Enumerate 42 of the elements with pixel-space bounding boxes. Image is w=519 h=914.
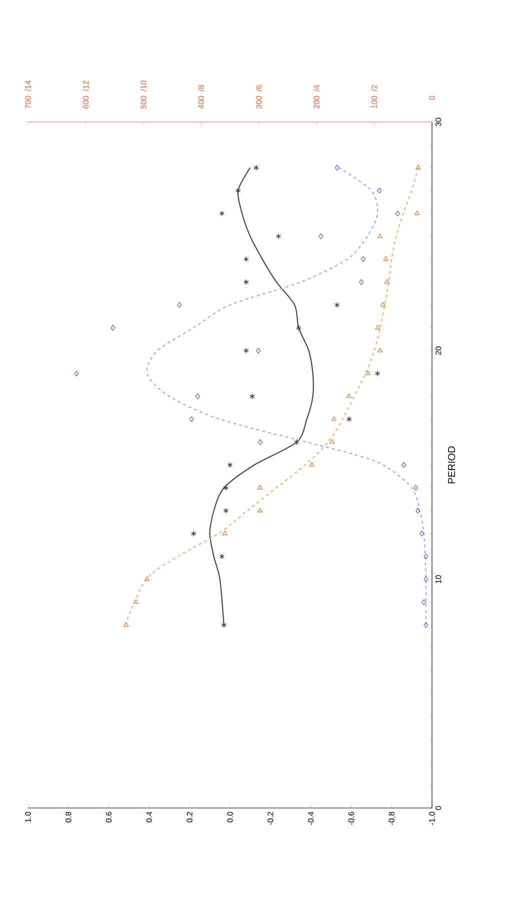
point	[177, 302, 182, 308]
point	[294, 439, 300, 446]
point	[223, 508, 229, 514]
point	[276, 233, 282, 240]
point	[227, 462, 233, 468]
y-axis-title: PERIOD	[448, 446, 456, 484]
point	[346, 416, 352, 422]
point	[223, 484, 229, 491]
line-series	[209, 167, 314, 626]
point	[424, 622, 428, 628]
point	[258, 439, 263, 446]
point	[359, 279, 364, 285]
point	[244, 256, 249, 262]
point	[110, 324, 116, 331]
point	[334, 302, 340, 308]
point	[395, 210, 400, 216]
point	[219, 210, 225, 216]
point	[416, 508, 420, 514]
point	[219, 554, 225, 560]
point	[422, 599, 426, 606]
point	[296, 324, 302, 331]
point	[250, 393, 255, 400]
point	[401, 462, 406, 468]
point	[221, 622, 227, 628]
point	[361, 256, 366, 262]
point	[420, 530, 424, 537]
point	[424, 554, 428, 560]
point	[235, 188, 241, 194]
point	[414, 484, 418, 491]
point	[424, 576, 428, 582]
point	[191, 530, 196, 537]
point	[318, 233, 324, 240]
point	[254, 164, 259, 171]
point	[195, 393, 200, 400]
point	[244, 279, 249, 285]
point	[374, 370, 380, 376]
point	[244, 348, 249, 354]
point	[74, 370, 79, 376]
point	[189, 416, 194, 422]
point	[377, 188, 382, 194]
point	[334, 164, 340, 171]
point	[256, 348, 261, 354]
